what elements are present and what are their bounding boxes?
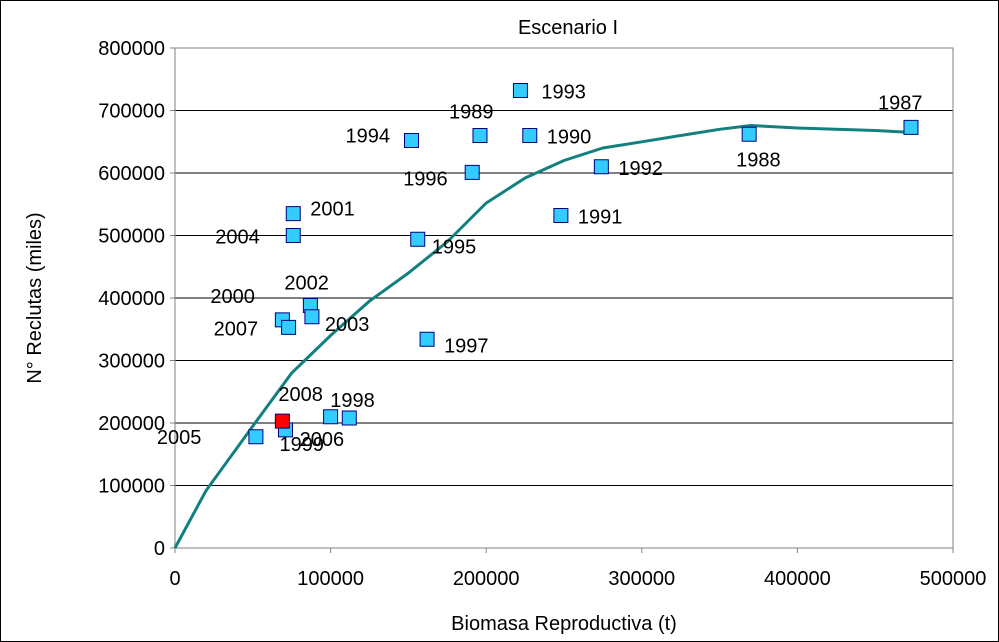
point-2006: [323, 409, 339, 425]
y-tick-label: 400000: [98, 288, 165, 310]
fitted-curve-group: [173, 123, 912, 549]
point-label-1995: 1995: [432, 236, 477, 258]
point-label-1996: 1996: [403, 168, 448, 190]
y-tick-label: 300000: [98, 351, 165, 373]
point-label-1994: 1994: [346, 126, 391, 148]
x-tick-label: 200000: [453, 568, 520, 590]
point-2008: [274, 413, 290, 429]
x-tick-label: 400000: [764, 568, 831, 590]
point-2007: [281, 319, 297, 335]
y-tick-label: 800000: [98, 38, 165, 60]
point-label-1989: 1989: [449, 102, 494, 124]
point-label-2002: 2002: [284, 273, 329, 295]
point-2003: [304, 309, 320, 325]
point-label-1999: 1999: [279, 434, 324, 456]
y-tick-label: 200000: [98, 413, 165, 435]
data-points: 1987 1988 1989 1990 1991 1992 1993 1994 1995 1996…: [157, 82, 923, 456]
point-1996: [464, 164, 480, 180]
y-tick-label: 0: [154, 538, 165, 560]
point-label-1991: 1991: [578, 207, 623, 229]
point-label-2007: 2007: [214, 318, 259, 340]
point-label-2006: 2006: [300, 429, 345, 451]
point-label-1997: 1997: [444, 335, 489, 357]
point-1997: [419, 331, 435, 347]
y-tick-label: 100000: [98, 476, 165, 498]
point-label-1993: 1993: [541, 82, 586, 104]
point-label-1992: 1992: [618, 158, 663, 180]
point-label-2005: 2005: [157, 427, 202, 449]
point-1989: [472, 128, 488, 143]
point-2004: [285, 228, 301, 243]
point-1991: [553, 208, 569, 223]
point-label-2004: 2004: [215, 227, 259, 249]
point-1995: [410, 231, 426, 247]
point-1990: [522, 128, 538, 143]
point-label-2000: 2000: [210, 286, 255, 308]
point-1993: [512, 83, 528, 98]
fitted-curve: [173, 123, 912, 549]
x-tick-label: 100000: [297, 568, 364, 590]
chart-title: Escenario I: [518, 17, 618, 39]
point-label-1990: 1990: [547, 127, 592, 149]
x-tick-label: 500000: [920, 568, 987, 590]
point-label-1987: 1987: [878, 92, 923, 114]
point-label-1988: 1988: [736, 149, 781, 171]
point-1998: [341, 410, 357, 426]
y-tick-label: 600000: [98, 163, 165, 185]
x-axis-label: Biomasa Reproductiva (t): [451, 613, 677, 635]
x-tick-label: 0: [169, 568, 180, 590]
plot-area: [174, 47, 954, 549]
gridlines: [170, 47, 954, 553]
point-1994: [404, 133, 420, 148]
point-label-2001: 2001: [310, 199, 355, 221]
point-1988: [741, 126, 757, 142]
x-tick-labels: 0 100000 200000 300000 400000 500000: [169, 568, 986, 590]
y-tick-label: 500000: [98, 226, 165, 248]
point-2001: [285, 206, 301, 222]
point-1992: [593, 159, 609, 175]
y-tick-labels: 0 100000 200000 300000 400000 500000 600000 700…: [98, 38, 165, 560]
point-label-2003: 2003: [325, 314, 370, 336]
point-1987: [903, 119, 919, 135]
y-axis-label: N° Reclutas (miles): [24, 212, 46, 383]
point-label-1998: 1998: [330, 390, 375, 412]
point-label-2008: 2008: [278, 384, 323, 406]
point-2005: [248, 429, 264, 445]
y-tick-label: 700000: [98, 101, 165, 123]
x-tick-label: 300000: [608, 568, 675, 590]
